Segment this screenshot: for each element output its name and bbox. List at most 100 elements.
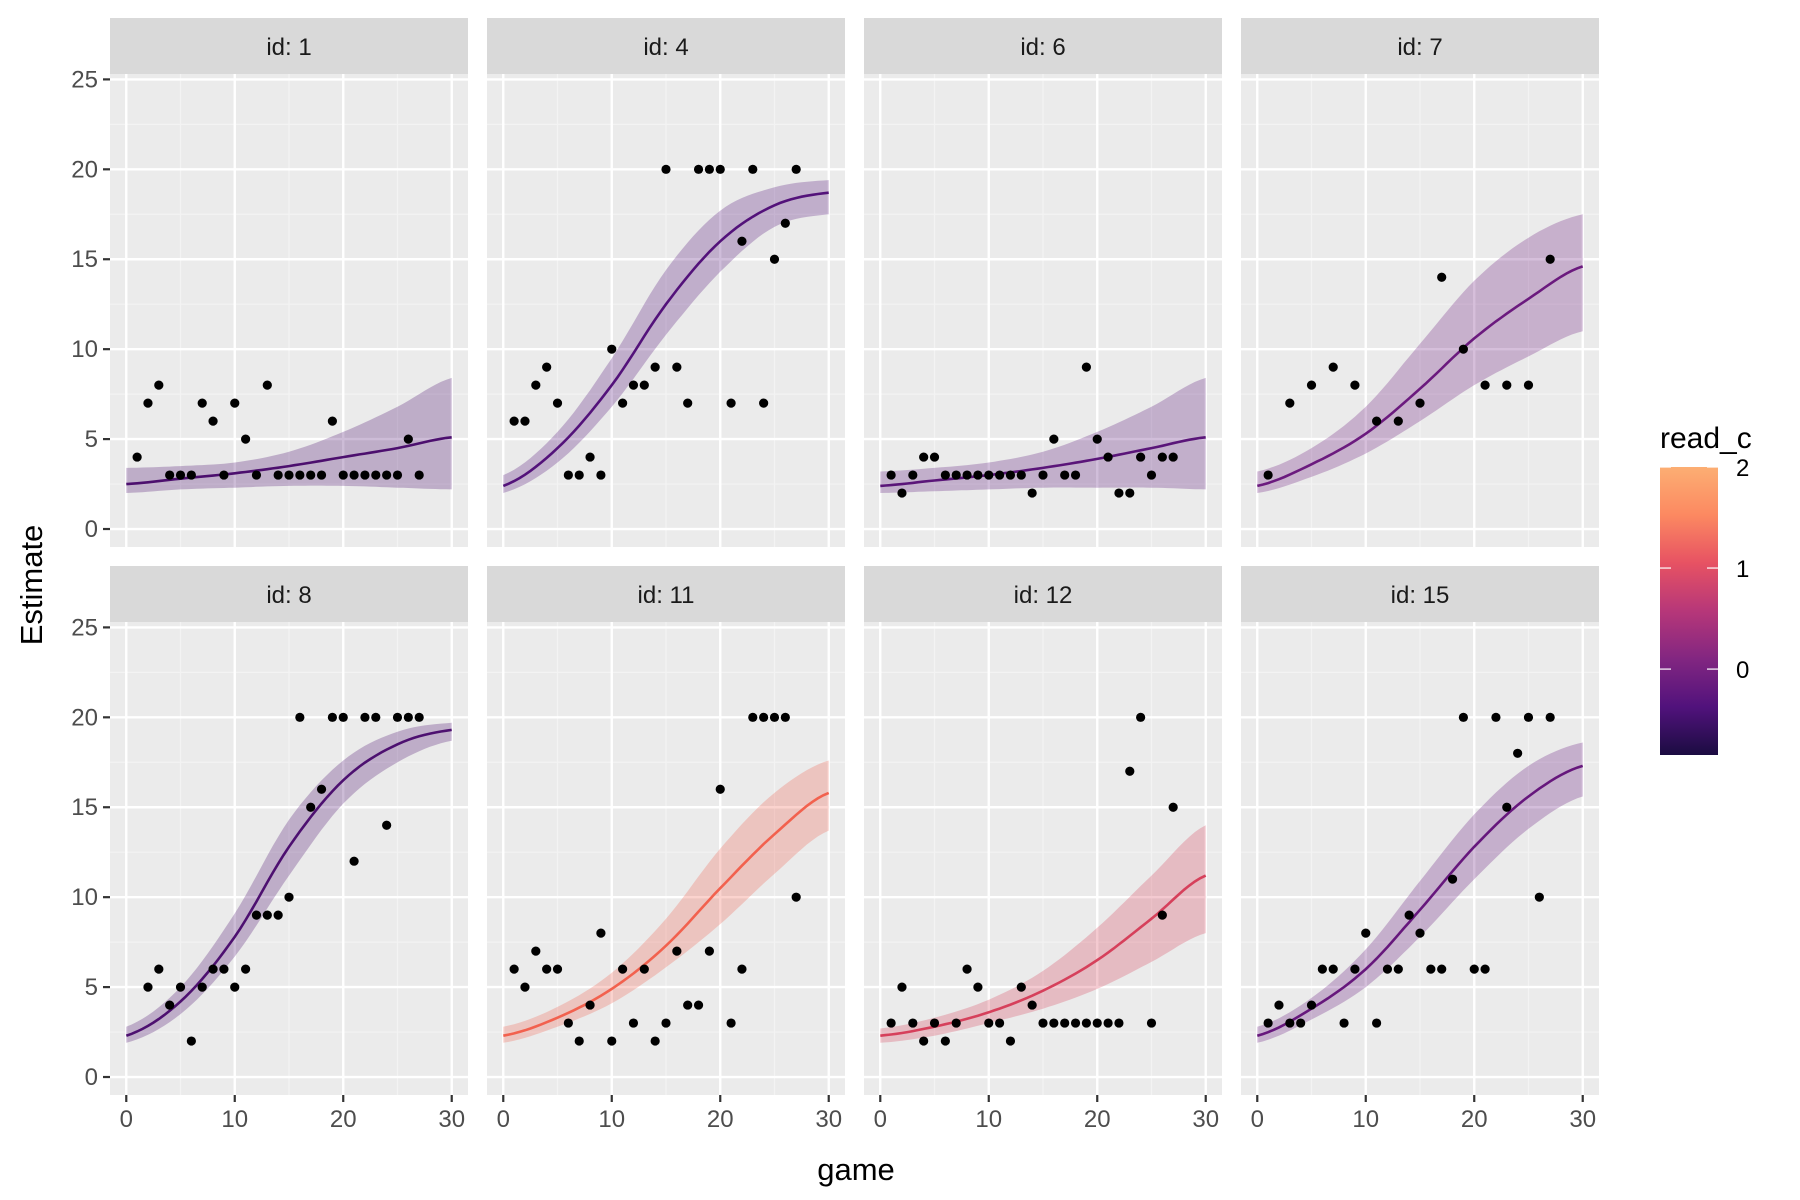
data-point <box>780 712 790 722</box>
data-point <box>284 470 294 480</box>
data-point <box>338 712 348 722</box>
data-point <box>683 1000 693 1010</box>
data-point <box>1049 434 1059 444</box>
fitted-curve <box>880 436 1206 488</box>
data-point <box>1092 1018 1102 1028</box>
data-point <box>316 470 327 480</box>
data-point <box>1534 892 1544 902</box>
data-point <box>897 982 907 992</box>
data-point <box>371 470 381 480</box>
data-point <box>273 470 283 480</box>
data-point <box>382 820 392 830</box>
confidence-ribbon <box>1257 214 1583 494</box>
facet-panel: id: 6 <box>864 18 1222 547</box>
data-point <box>552 964 563 974</box>
data-point <box>897 488 907 498</box>
data-point <box>984 470 994 480</box>
y-tick-label: 10 <box>71 336 98 363</box>
data-point <box>414 470 424 480</box>
y-tick-label: 25 <box>71 614 98 641</box>
data-point <box>143 982 153 992</box>
x-tick-label: 30 <box>815 1106 842 1133</box>
data-point <box>929 452 940 462</box>
data-point <box>1393 416 1403 426</box>
data-point <box>1480 964 1490 974</box>
data-point <box>1092 434 1102 444</box>
data-point <box>791 892 801 902</box>
x-tick-label: 30 <box>438 1106 465 1133</box>
y-tick-label: 5 <box>85 426 98 453</box>
x-tick-label: 20 <box>330 1106 357 1133</box>
data-point <box>1070 1018 1081 1028</box>
data-point <box>241 964 251 974</box>
x-tick-label: 30 <box>1192 1106 1219 1133</box>
facet-strip-label: id: 12 <box>1014 582 1073 609</box>
data-point <box>563 470 573 480</box>
data-point <box>208 964 218 974</box>
data-point <box>1081 362 1091 372</box>
data-point <box>403 712 413 722</box>
data-point <box>1114 488 1124 498</box>
data-point <box>132 452 142 462</box>
data-point <box>628 380 639 390</box>
data-point <box>1274 1000 1284 1010</box>
data-point <box>1285 398 1295 408</box>
data-point <box>1103 1018 1113 1028</box>
data-point <box>1027 488 1037 498</box>
data-point <box>1296 1018 1306 1028</box>
data-point <box>251 910 262 920</box>
data-point <box>596 928 606 938</box>
data-point <box>531 946 541 956</box>
data-point <box>154 964 164 974</box>
y-axis-title: Estimate <box>14 525 49 646</box>
data-point <box>175 982 186 992</box>
data-point <box>607 344 617 354</box>
x-tick-label: 0 <box>120 1106 133 1133</box>
facet-panel: id: 1 0 5 10 15 20 25 <box>71 18 468 547</box>
data-point <box>306 470 316 480</box>
data-point <box>186 1036 196 1046</box>
data-point <box>1328 964 1338 974</box>
data-point <box>392 470 403 480</box>
data-point <box>251 470 262 480</box>
data-point <box>338 470 348 480</box>
facet-panel: id: 15 0 10 20 30 <box>1241 566 1599 1133</box>
data-point <box>1263 470 1273 480</box>
data-point <box>197 982 207 992</box>
y-tick-label: 20 <box>71 156 98 183</box>
data-point <box>154 380 164 390</box>
data-point <box>1081 1018 1091 1028</box>
data-point <box>208 416 218 426</box>
data-point <box>737 236 747 246</box>
data-point <box>1415 928 1425 938</box>
x-tick-label: 30 <box>1569 1106 1596 1133</box>
data-point <box>219 964 229 974</box>
data-point <box>962 964 972 974</box>
y-tick-label: 15 <box>71 794 98 821</box>
data-point <box>316 784 327 794</box>
data-point <box>618 398 628 408</box>
data-point <box>1513 748 1523 758</box>
data-point <box>693 1000 704 1010</box>
data-point <box>1458 344 1468 354</box>
data-point <box>360 712 370 722</box>
x-tick-label: 10 <box>1352 1106 1379 1133</box>
data-point <box>1361 928 1371 938</box>
data-point <box>295 470 305 480</box>
data-point <box>295 712 305 722</box>
data-point <box>650 362 660 372</box>
facet-panel: id: 4 <box>487 18 845 547</box>
data-point <box>919 1036 929 1046</box>
data-point <box>704 164 714 174</box>
data-point <box>1136 712 1146 722</box>
x-tick-label: 20 <box>707 1106 734 1133</box>
data-point <box>683 398 693 408</box>
legend-tick-label: 2 <box>1736 455 1749 482</box>
color-legend: read_c 0 1 2 <box>1660 422 1752 755</box>
data-point <box>1146 1018 1157 1028</box>
y-tick-label: 20 <box>71 704 98 731</box>
fitted-curve <box>502 191 829 488</box>
data-point <box>230 398 240 408</box>
data-point <box>414 712 424 722</box>
data-point <box>143 398 153 408</box>
